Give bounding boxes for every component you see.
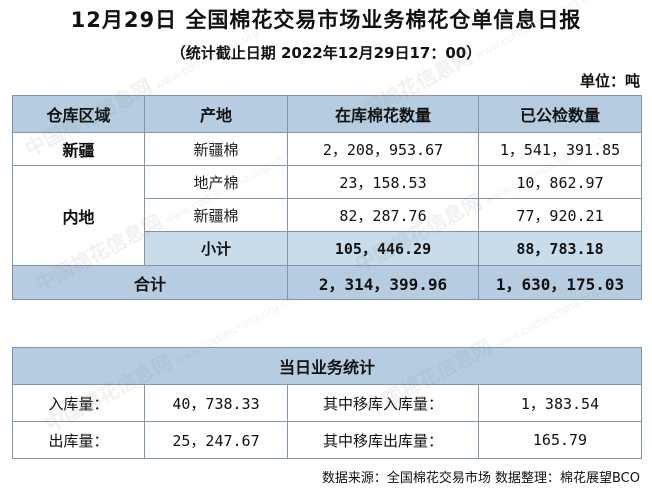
total-inspected: 1，630，175.03 — [478, 265, 642, 300]
subtotal-label: 小计 — [144, 231, 288, 266]
subtotal-inspected: 88，783.18 — [478, 231, 642, 266]
inspected-cell: 10，862.97 — [478, 165, 642, 199]
daily-title: 当日业务统计 — [11, 347, 643, 385]
col-header-origin: 产地 — [144, 95, 288, 133]
total-row: 合计 2，314，399.96 1，630，175.03 — [12, 265, 642, 300]
origin-cell: 新疆棉 — [144, 198, 288, 232]
table-row: 新疆棉 82，287.76 77，920.21 — [13, 198, 642, 232]
table-row: 入库量： 40，738.33 其中移库入库量： 1，383.54 — [12, 384, 643, 422]
subtotal-stock: 105，446.29 — [287, 231, 479, 266]
origin-cell: 新疆棉 — [144, 132, 288, 166]
inspected-cell: 77，920.21 — [478, 198, 642, 232]
col-header-stock: 在库棉花数量 — [287, 95, 479, 133]
region-neidi: 内地 — [12, 165, 145, 266]
inbound-label: 入库量： — [12, 384, 145, 422]
outbound-value: 25，247.67 — [144, 421, 288, 459]
outbound-label: 出库量： — [12, 421, 145, 459]
report-title: 12月29日 全国棉花交易市场业务棉花仓单信息日报 — [70, 8, 582, 32]
transfer-out-value: 165.79 — [477, 421, 643, 459]
subtotal-row: 小计 105，446.29 88，783.18 — [13, 231, 642, 266]
table-row: 内地 地产棉 23，158.53 10，862.97 — [12, 165, 642, 266]
transfer-in-label: 其中移库入库量： — [287, 384, 479, 422]
transfer-out-label: 其中移库出库量： — [287, 421, 479, 459]
inspected-cell: 1，541，391.85 — [478, 132, 642, 166]
stock-cell: 23，158.53 — [287, 165, 479, 199]
region-xinjiang: 新疆 — [12, 132, 145, 166]
total-label: 合计 — [12, 265, 288, 300]
stock-cell: 82，287.76 — [287, 198, 479, 232]
daily-header-row: 当日业务统计 — [11, 347, 643, 385]
transfer-in-value: 1，383.54 — [477, 384, 643, 422]
inbound-value: 40，738.33 — [144, 384, 288, 422]
data-source-note: 数据来源：全国棉花交易市场 数据整理：棉花展望BCO — [321, 471, 640, 486]
col-header-region: 仓库区域 — [12, 95, 145, 133]
stock-cell: 2，208，953.67 — [287, 132, 479, 166]
daily-business-table: 当日业务统计 入库量： 40，738.33 其中移库入库量： 1，383.54 … — [11, 347, 643, 459]
unit-label: 单位：吨 — [579, 72, 640, 90]
warehouse-receipt-table: 仓库区域 产地 在库棉花数量 已公检数量 新疆 新疆棉 2，208，953.67… — [12, 95, 642, 300]
report-subtitle: （统计截止日期 2022年12月29日17：00） — [170, 44, 482, 62]
col-header-inspected: 已公检数量 — [478, 95, 642, 133]
total-stock: 2，314，399.96 — [287, 265, 479, 300]
header-row: 仓库区域 产地 在库棉花数量 已公检数量 — [12, 95, 642, 133]
table-row: 新疆 新疆棉 2，208，953.67 1，541，391.85 — [12, 132, 642, 166]
origin-cell: 地产棉 — [144, 165, 288, 199]
table-row: 出库量： 25，247.67 其中移库出库量： 165.79 — [12, 421, 643, 459]
